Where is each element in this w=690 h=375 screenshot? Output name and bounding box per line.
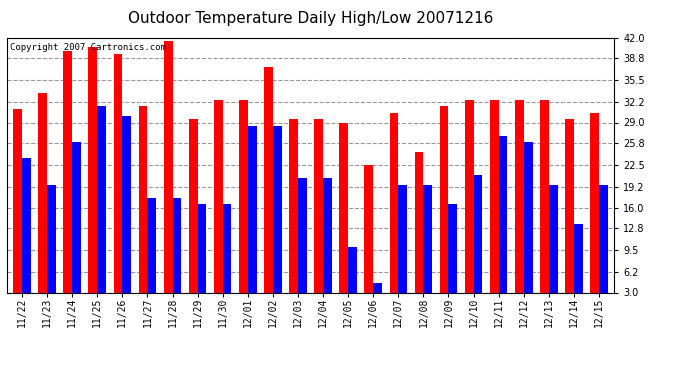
Bar [465, 100, 473, 312]
Text: Copyright 2007 Cartronics.com: Copyright 2007 Cartronics.com [10, 43, 166, 52]
Bar [499, 136, 507, 312]
Bar [490, 100, 499, 312]
Bar [214, 100, 223, 312]
Bar [415, 152, 424, 312]
Bar [148, 198, 156, 312]
Bar [38, 93, 47, 312]
Bar [273, 126, 282, 312]
Bar [63, 51, 72, 312]
Bar [223, 204, 231, 312]
Bar [364, 165, 373, 312]
Bar [164, 41, 172, 312]
Bar [549, 184, 558, 312]
Bar [264, 67, 273, 312]
Bar [574, 224, 583, 312]
Bar [139, 106, 148, 312]
Bar [88, 47, 97, 312]
Bar [590, 113, 599, 312]
Bar [298, 178, 307, 312]
Bar [540, 100, 549, 312]
Bar [599, 184, 608, 312]
Bar [565, 119, 574, 312]
Bar [448, 204, 457, 312]
Bar [114, 54, 122, 312]
Bar [314, 119, 323, 312]
Bar [13, 110, 22, 312]
Bar [72, 142, 81, 312]
Bar [339, 123, 348, 312]
Bar [239, 100, 248, 312]
Bar [289, 119, 298, 312]
Bar [373, 283, 382, 312]
Bar [47, 184, 56, 312]
Bar [22, 159, 31, 312]
Bar [398, 184, 407, 312]
Bar [248, 126, 257, 312]
Bar [122, 116, 131, 312]
Bar [515, 100, 524, 312]
Bar [390, 113, 398, 312]
Text: Outdoor Temperature Daily High/Low 20071216: Outdoor Temperature Daily High/Low 20071… [128, 11, 493, 26]
Bar [97, 106, 106, 312]
Bar [524, 142, 533, 312]
Bar [172, 198, 181, 312]
Bar [440, 106, 449, 312]
Bar [189, 119, 197, 312]
Bar [424, 184, 432, 312]
Bar [323, 178, 332, 312]
Bar [197, 204, 206, 312]
Bar [348, 247, 357, 312]
Bar [473, 175, 482, 312]
